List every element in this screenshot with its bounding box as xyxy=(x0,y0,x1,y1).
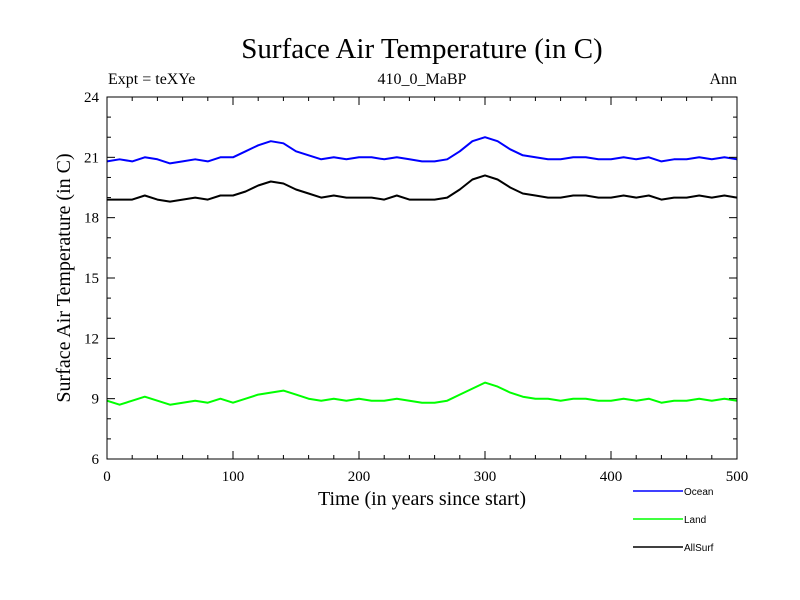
legend: Ocean Land AllSurf xyxy=(633,487,714,554)
legend-label-ocean: Ocean xyxy=(684,487,713,498)
chart-left-label: Expt = teXYe xyxy=(108,71,195,88)
y-axis: 6 9 12 15 18 21 24 xyxy=(84,90,737,468)
x-tick-label: 0 xyxy=(103,469,111,485)
series-line-land xyxy=(107,381,737,406)
y-tick-label: 18 xyxy=(84,211,99,227)
plot-frame xyxy=(106,96,738,460)
series-line-allsurf xyxy=(107,174,737,203)
chart-right-label: Ann xyxy=(709,71,737,88)
y-tick-label: 21 xyxy=(84,150,99,166)
x-axis-label: Time (in years since start) xyxy=(318,488,526,510)
x-tick-label: 200 xyxy=(348,469,371,485)
x-tick-label: 300 xyxy=(474,469,497,485)
x-tick-label: 500 xyxy=(726,469,749,485)
y-tick-label: 6 xyxy=(92,452,100,468)
y-axis-label: Surface Air Temperature (in C) xyxy=(53,153,75,402)
y-tick-label: 15 xyxy=(84,271,99,287)
x-tick-label: 100 xyxy=(222,469,245,485)
y-tick-label: 12 xyxy=(84,331,99,347)
y-tick-label: 24 xyxy=(84,90,100,106)
y-tick-label: 9 xyxy=(92,392,100,408)
chart-subtitle: 410_0_MaBP xyxy=(378,71,467,88)
series-layer xyxy=(107,136,737,406)
series-line-ocean xyxy=(107,136,737,165)
chart-title: Surface Air Temperature (in C) xyxy=(241,33,602,65)
legend-label-allsurf: AllSurf xyxy=(684,543,714,554)
x-axis: 0 100 200 300 400 500 xyxy=(103,97,748,485)
x-tick-label: 400 xyxy=(600,469,623,485)
legend-label-land: Land xyxy=(684,515,706,526)
